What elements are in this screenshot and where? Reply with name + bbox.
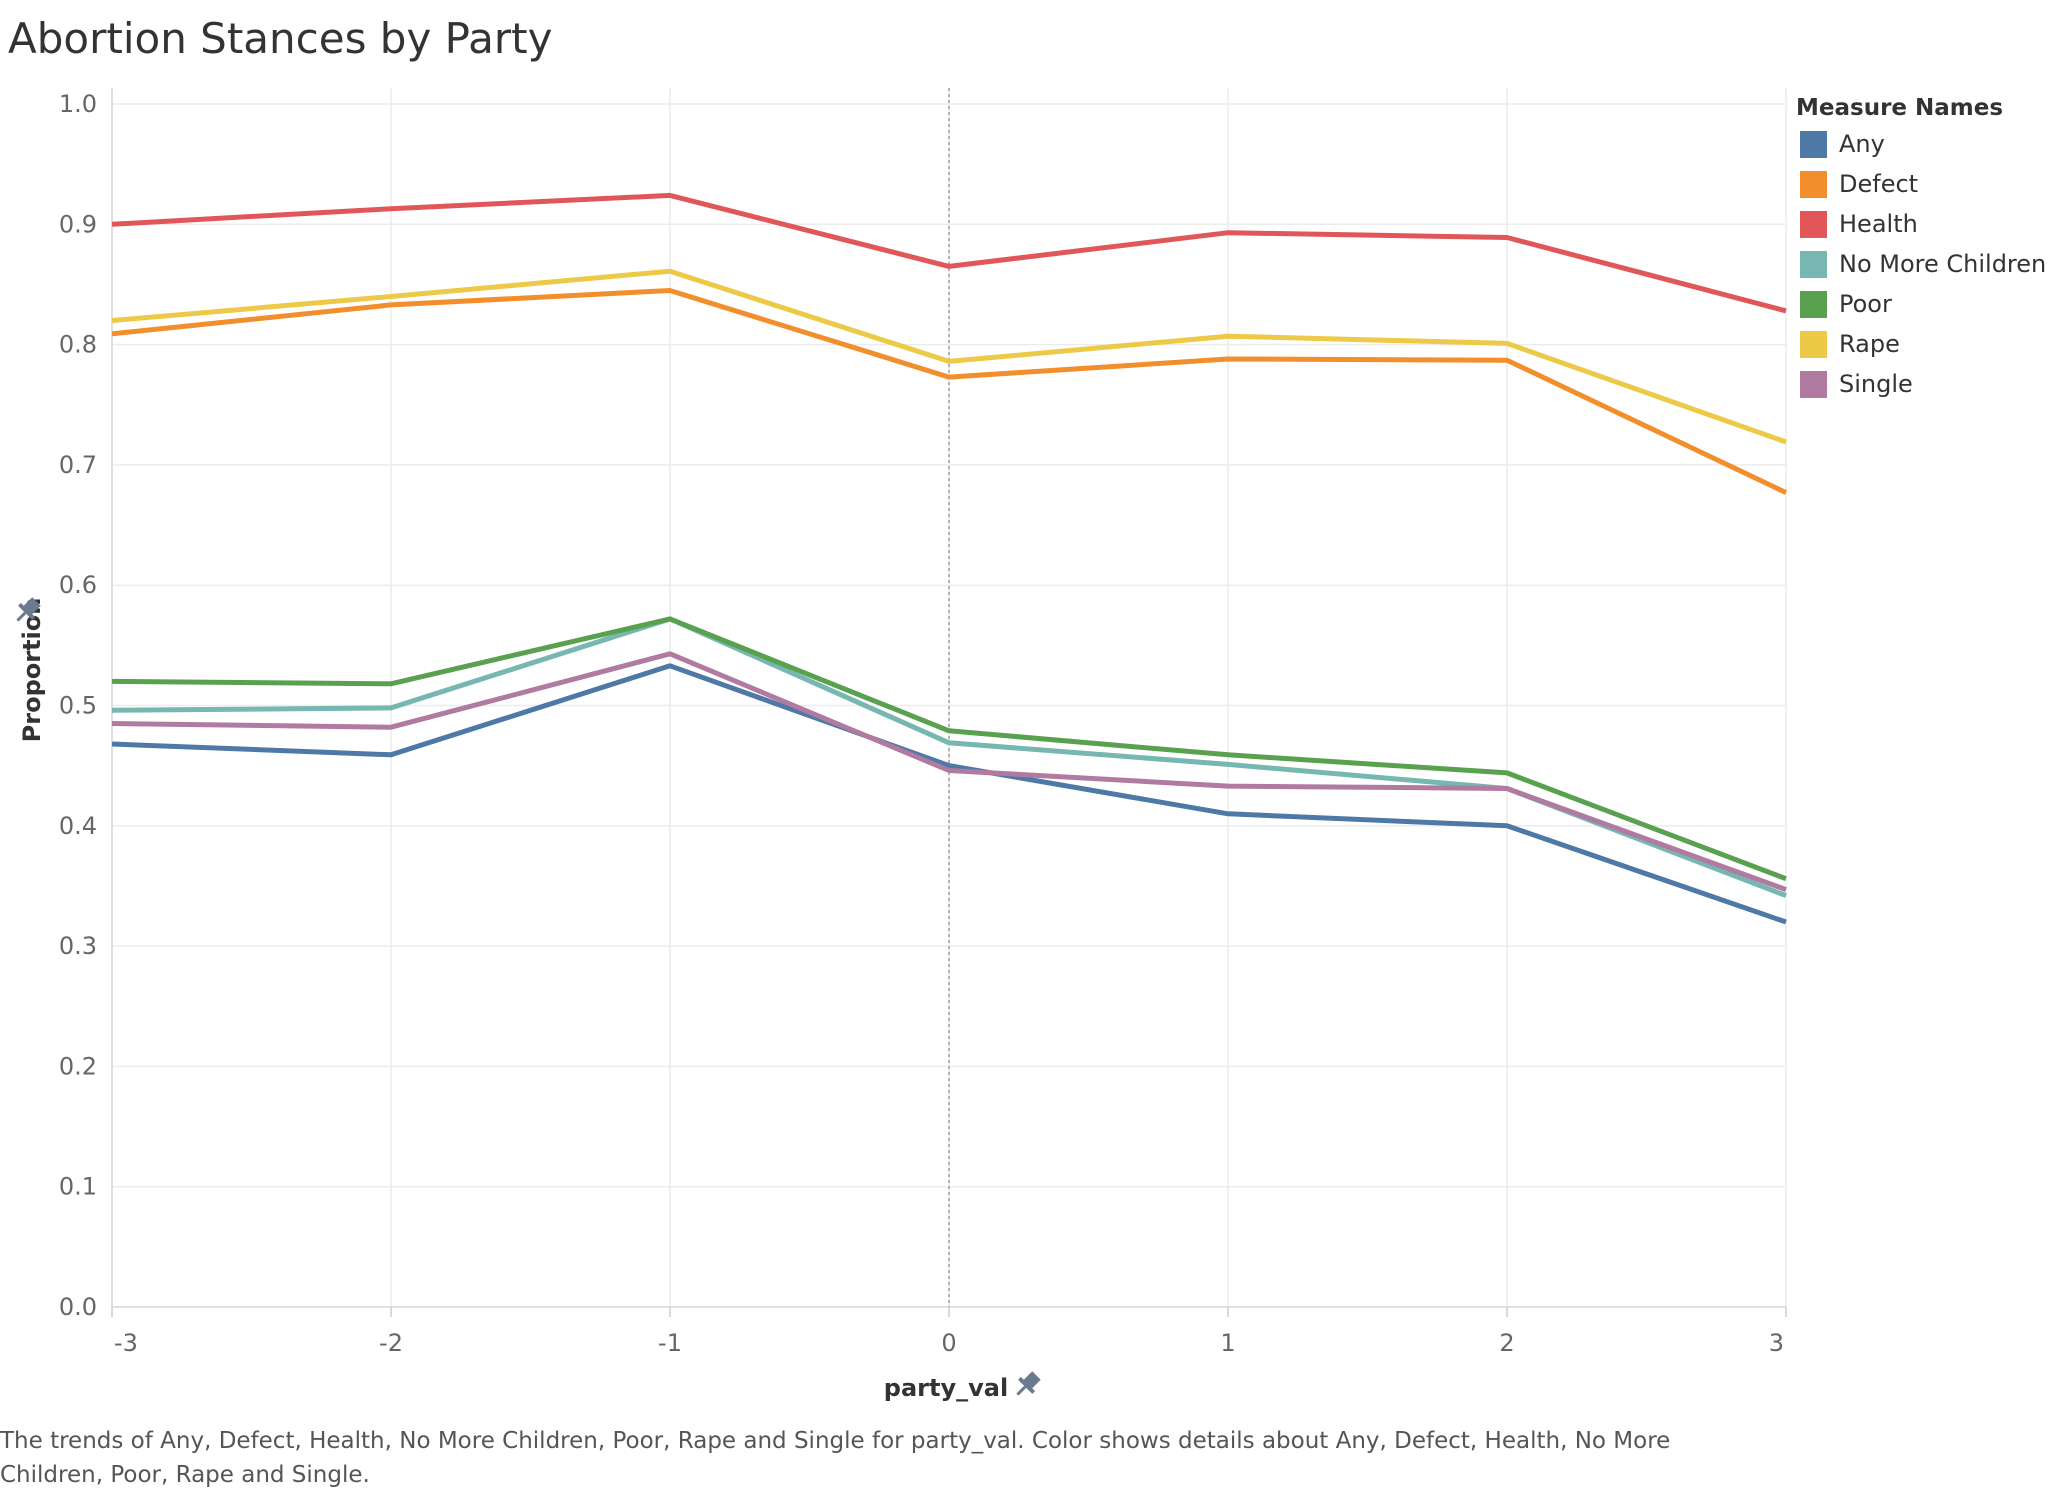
legend-swatch — [1800, 210, 1827, 238]
y-tick-label: 0.8 — [59, 331, 97, 359]
series-lines[interactable] — [111, 192, 1788, 925]
y-tick-label: 0.0 — [59, 1293, 97, 1321]
legend-label: No More Children — [1839, 250, 2047, 278]
legend-items: Any Defect Health No More Children Poor Rape S… — [1796, 124, 2056, 404]
legend-label: Any — [1839, 130, 1885, 158]
x-tick-label: -2 — [379, 1329, 403, 1357]
y-tick-label: 0.9 — [59, 210, 97, 238]
legend: Measure Names Any Defect Health No More Chi… — [1796, 92, 2056, 404]
series-line-single[interactable] — [111, 651, 1787, 892]
legend-label: Health — [1839, 210, 1918, 238]
y-tick-label: 0.7 — [59, 451, 97, 479]
x-axis-pin-icon[interactable] — [1010, 1368, 1043, 1401]
y-tick-label: 0.1 — [59, 1173, 97, 1201]
series-line-poor[interactable] — [111, 616, 1787, 882]
legend-item-any[interactable]: Any — [1796, 124, 2056, 164]
chart-caption: The trends of Any, Defect, Health, No Mo… — [0, 1428, 1671, 1488]
legend-label: Poor — [1839, 290, 1892, 318]
x-tick-label: 1 — [1220, 1329, 1235, 1357]
series-line-any[interactable] — [111, 663, 1787, 925]
legend-item-no-more-children[interactable]: No More Children — [1796, 244, 2056, 284]
x-tick-label: 0 — [941, 1329, 956, 1357]
y-tick-label: 0.4 — [59, 812, 97, 840]
y-tick-label: 0.2 — [59, 1052, 97, 1080]
y-axis-ticks: 0.0 0.1 0.2 0.3 0.4 0.5 0.6 0.7 0.8 0.9 1.0 — [59, 90, 97, 1321]
y-axis-pin-icon[interactable] — [10, 594, 43, 627]
series-line-defect[interactable] — [111, 288, 1788, 495]
legend-item-single[interactable]: Single — [1796, 364, 2056, 404]
x-axis-ticks: -3 -2 -1 0 1 2 3 — [114, 1329, 1784, 1357]
y-tick-label: 1.0 — [59, 90, 97, 118]
series-line-rape[interactable] — [111, 268, 1787, 445]
line-chart: 0.0 0.1 0.2 0.3 0.4 0.5 0.6 0.7 0.8 0.9 1.0 -3 -2 -1… — [10, 88, 1788, 1402]
y-tick-label: 0.6 — [59, 571, 97, 599]
series-line-health[interactable] — [111, 192, 1787, 314]
gridlines — [111, 88, 1787, 1317]
legend-label: Single — [1839, 370, 1913, 398]
legend-title: Measure Names — [1796, 95, 2004, 121]
legend-swatch — [1800, 290, 1827, 318]
legend-item-rape[interactable]: Rape — [1796, 324, 2056, 364]
legend-label: Rape — [1839, 330, 1900, 358]
legend-swatch — [1800, 250, 1827, 278]
x-tick-label: -3 — [114, 1329, 138, 1357]
y-axis-label: Proportion — [18, 598, 46, 743]
legend-swatch — [1800, 130, 1827, 158]
x-tick-label: 3 — [1769, 1329, 1784, 1357]
y-tick-label: 0.3 — [59, 932, 97, 960]
legend-item-poor[interactable]: Poor — [1796, 284, 2056, 324]
x-axis-label: party_val — [884, 1374, 1008, 1402]
legend-label: Defect — [1839, 170, 1919, 198]
x-tick-label: -1 — [658, 1329, 682, 1357]
legend-swatch — [1800, 330, 1827, 358]
legend-item-health[interactable]: Health — [1796, 204, 2056, 244]
legend-item-defect[interactable]: Defect — [1796, 164, 2056, 204]
legend-swatch — [1800, 370, 1827, 398]
chart-title: Abortion Stances by Party — [8, 14, 553, 63]
y-tick-label: 0.5 — [59, 692, 97, 720]
x-tick-label: 2 — [1499, 1329, 1514, 1357]
legend-swatch — [1800, 170, 1827, 198]
